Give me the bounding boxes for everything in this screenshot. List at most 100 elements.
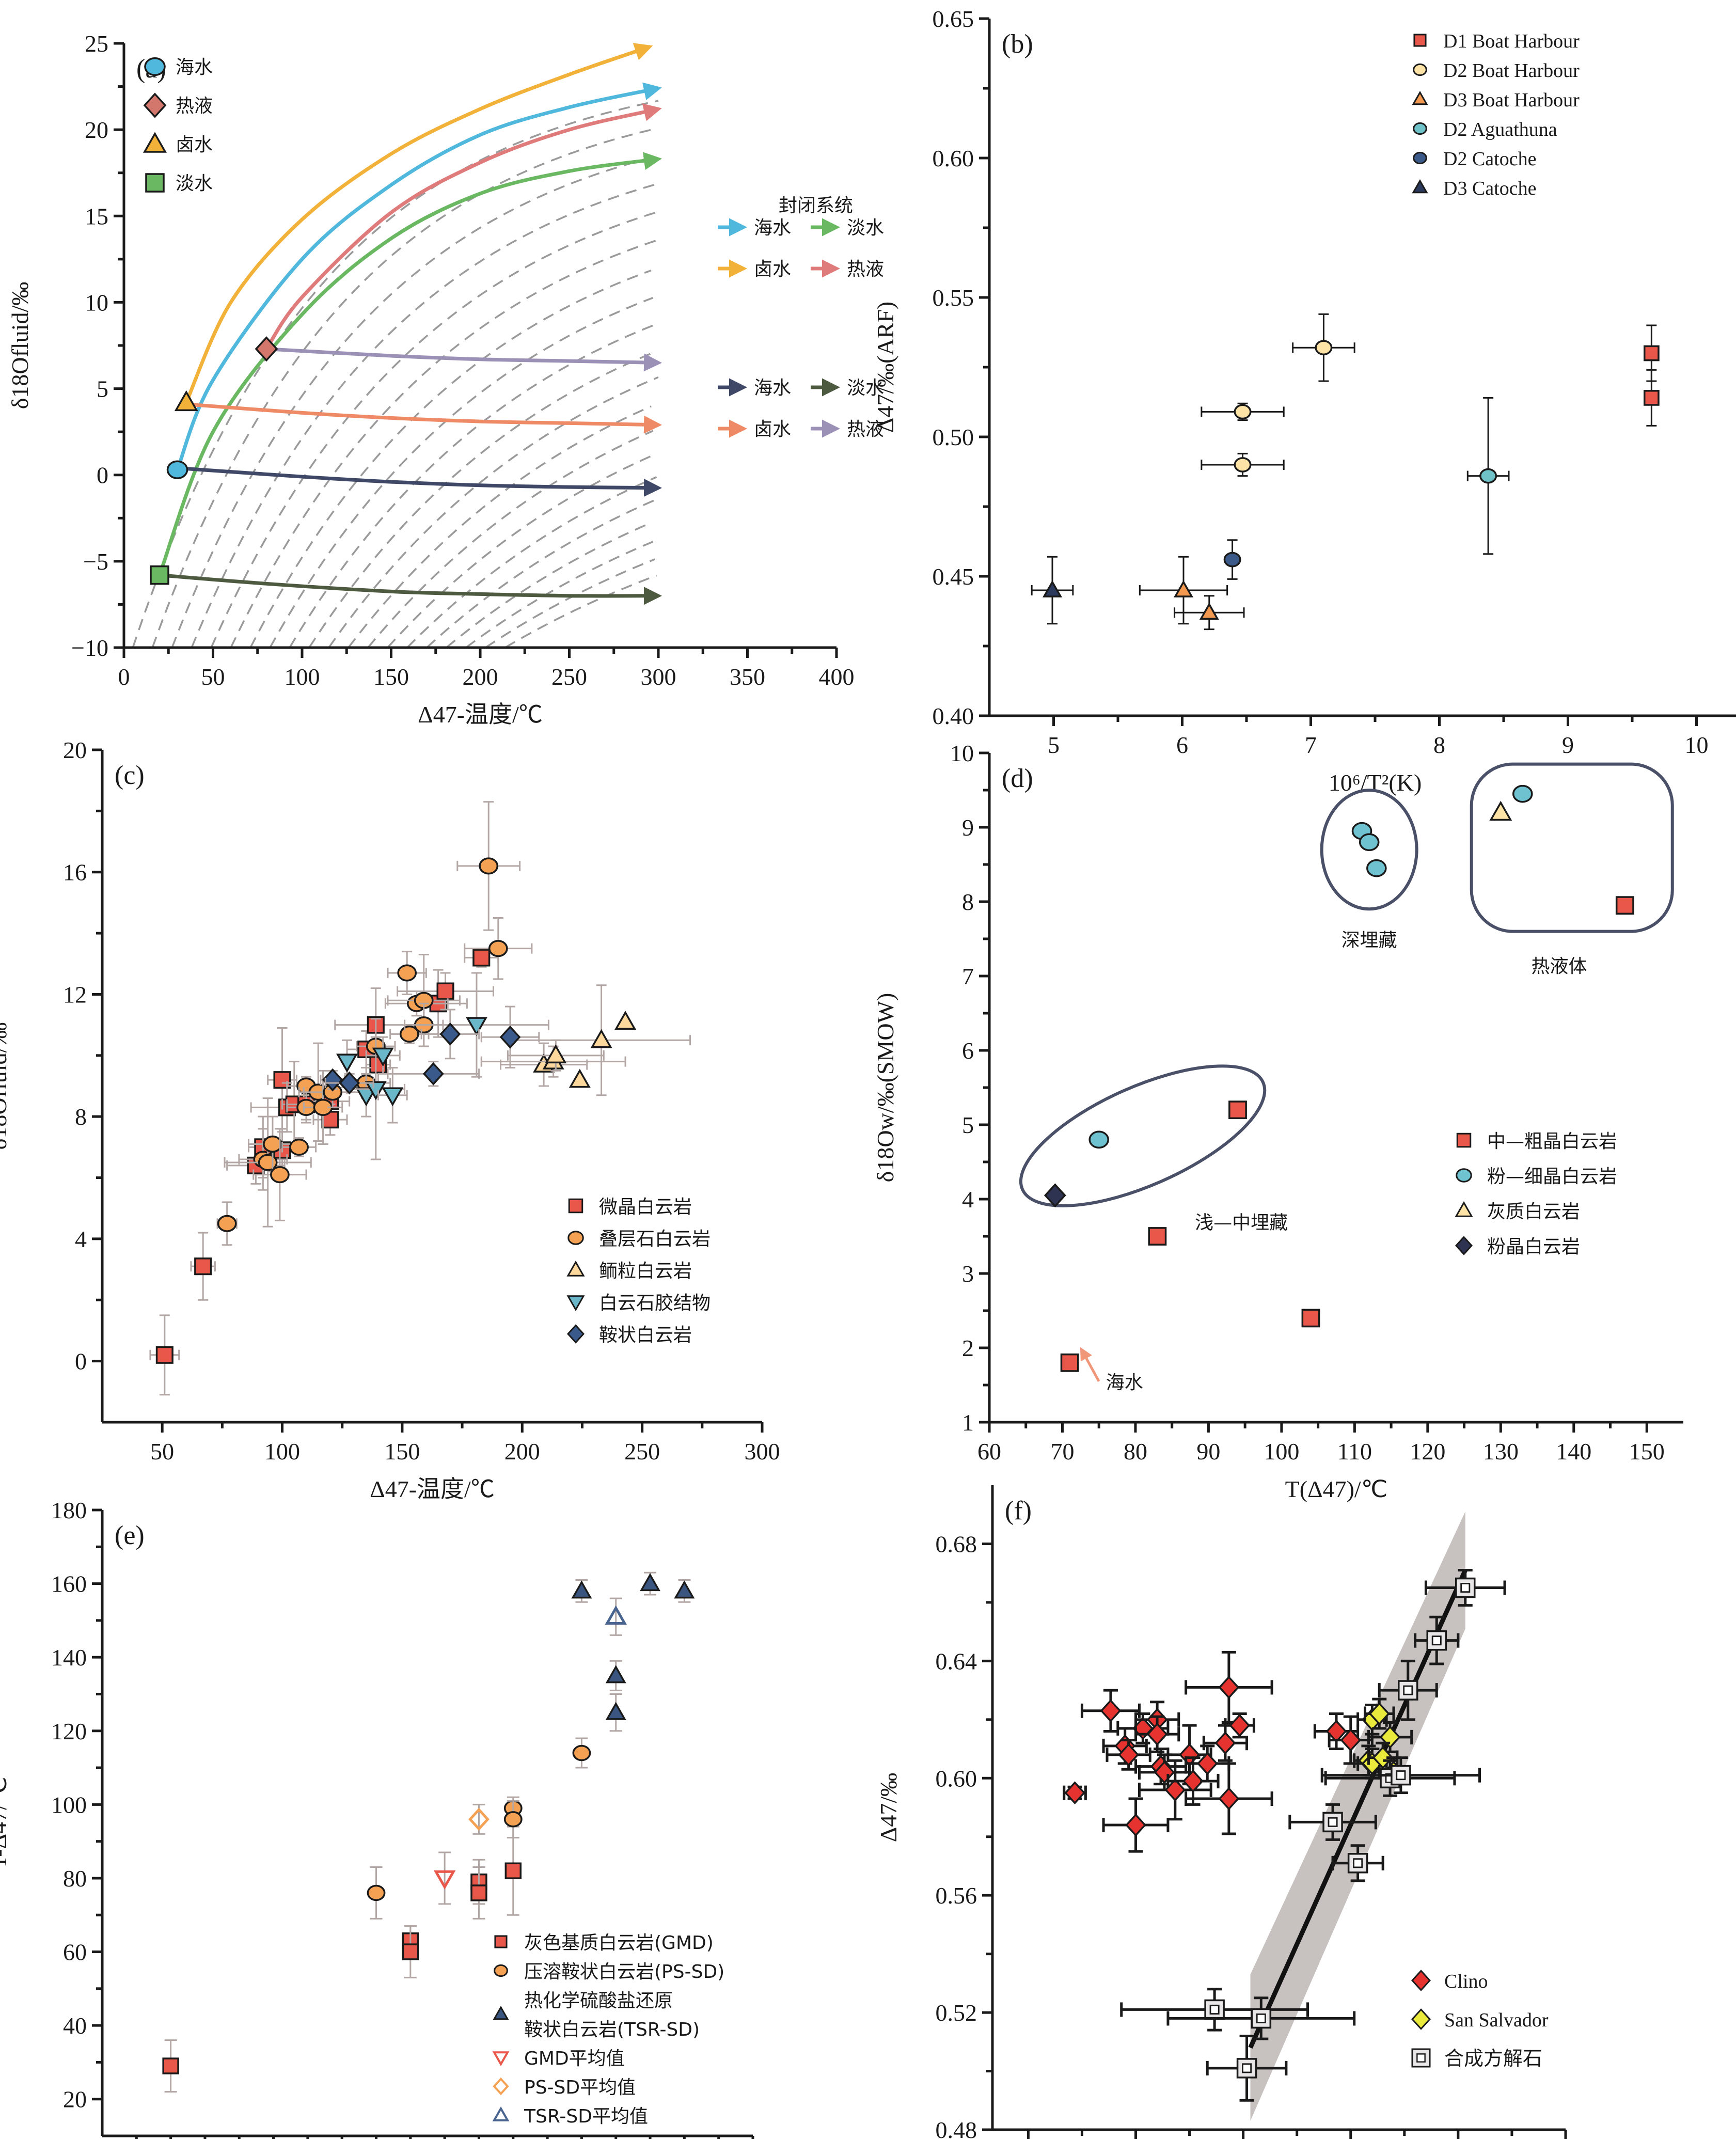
legend-label: D3 Boat Harbour xyxy=(1443,89,1580,111)
marker-inner xyxy=(1416,2053,1426,2063)
y-tick-label: 0.45 xyxy=(933,563,974,590)
equilibrium-isoline xyxy=(485,558,655,648)
y-tick-label: 8 xyxy=(962,889,974,915)
series-line-open-淡水 xyxy=(159,573,662,605)
point-白云石胶结物 xyxy=(382,1087,404,1107)
data-point xyxy=(1080,1689,1141,1733)
point-灰色基质白云岩(GMD) xyxy=(162,2057,179,2074)
series-line-closed-淡水 xyxy=(157,152,662,576)
y-tick-label: 0.60 xyxy=(933,145,974,171)
points xyxy=(149,801,691,1396)
data-point xyxy=(1044,1183,1066,1208)
data-point xyxy=(420,1009,480,1060)
data-point xyxy=(1424,1569,1506,1607)
point-Clino xyxy=(1064,1781,1085,1805)
point-鞍状白云岩 xyxy=(322,1068,343,1092)
point-合成方解石 xyxy=(1347,1853,1368,1874)
x-tick-label: 150 xyxy=(384,1438,420,1465)
point-灰色基质白云岩(GMD) xyxy=(470,1884,487,1901)
data-point xyxy=(480,1005,540,1068)
data-point xyxy=(605,1597,627,1636)
legend-label: 鞍状白云岩 xyxy=(599,1325,692,1346)
axes: −6−4−202468101220406080100120140160180(e… xyxy=(0,1497,754,2139)
point-灰色基质白云岩(GMD) xyxy=(504,1862,522,1879)
point-叠层石白云岩 xyxy=(289,1138,309,1156)
x-tick-label: 250 xyxy=(551,664,587,690)
marker-inner xyxy=(1256,2013,1266,2023)
point-叠层石白云岩 xyxy=(397,964,417,982)
x-axis-title: T(Δ47)/℃ xyxy=(1285,1476,1388,1502)
legend-marker xyxy=(1455,1201,1473,1217)
points xyxy=(162,1571,695,2093)
legend-marker xyxy=(1411,1970,1431,1991)
data-point xyxy=(365,1036,401,1075)
legend-label: 海水 xyxy=(754,378,791,399)
legend: D1 Boat Harbour D2 Boat Harbour D3 Boat Ha… xyxy=(1412,30,1580,199)
data-point xyxy=(507,1039,605,1072)
point-鞍状白云岩 xyxy=(422,1062,444,1086)
point-微晶白云岩 xyxy=(472,949,491,967)
data-point xyxy=(402,1925,419,1978)
legend-marker xyxy=(494,1964,508,1977)
data-point xyxy=(1378,1659,1438,1721)
data-point xyxy=(569,1068,591,1088)
x-tick-label: 120 xyxy=(1410,1438,1445,1465)
point-D3 Boat Harbour xyxy=(1199,602,1219,620)
x-tick-label: 100 xyxy=(1264,1438,1299,1465)
data-point xyxy=(1288,1803,1377,1841)
x-tick-label: 90 xyxy=(1196,1438,1220,1465)
x-tick-label: 110 xyxy=(1337,1438,1372,1465)
x-tick-label: 400 xyxy=(819,664,855,690)
legend-label: 鲕粒白云岩 xyxy=(599,1261,692,1282)
point-鲕粒白云岩 xyxy=(614,1011,637,1030)
legend-marker-卤水 xyxy=(143,132,167,153)
y-tick-label: 5 xyxy=(97,376,108,402)
data-point xyxy=(377,1066,408,1124)
legend-marker xyxy=(493,2005,509,2020)
legend-marker xyxy=(1411,2048,1431,2068)
legend-label: 压溶鞍状白云岩(PS-SD) xyxy=(524,1961,724,1983)
legend-label: 卤水 xyxy=(176,134,213,155)
series-line-open-卤水 xyxy=(186,402,662,434)
point-叠层石白云岩 xyxy=(270,1166,290,1184)
points xyxy=(1044,784,1634,1372)
point-热化学硫酸盐还原鞍状白云岩(TSR-SD) xyxy=(605,1665,626,1684)
data-point xyxy=(149,1314,180,1396)
x-tick-label: 50 xyxy=(150,1438,174,1465)
legend-label: PS-SD平均值 xyxy=(524,2077,636,2098)
equilibrium-isoline xyxy=(406,476,657,648)
point-微晶白云岩 xyxy=(194,1257,212,1276)
y-tick-label: 120 xyxy=(51,1718,87,1744)
legend-marker xyxy=(566,1260,585,1277)
legend-label: 卤水 xyxy=(754,419,791,440)
point-粉晶白云岩 xyxy=(1044,1183,1066,1208)
data-point xyxy=(190,1232,216,1301)
x-tick-label: 50 xyxy=(201,664,225,690)
series-line-open-海水 xyxy=(177,466,662,497)
point-白云石胶结物 xyxy=(336,1053,358,1073)
point-热化学硫酸盐还原鞍状白云岩(TSR-SD) xyxy=(640,1573,661,1592)
point-中—粗晶白云岩 xyxy=(1301,1309,1320,1328)
x-tick-label: 300 xyxy=(745,1438,780,1465)
point-Clino xyxy=(1125,1813,1146,1837)
point-Clino xyxy=(1182,1769,1204,1793)
point-合成方解石 xyxy=(1426,1630,1447,1651)
data-point xyxy=(1185,1650,1273,1724)
annotation-deep-burial: 深埋藏 xyxy=(1342,930,1397,951)
y-tick-label: 180 xyxy=(51,1497,87,1523)
x-tick-label: 6 xyxy=(1176,732,1188,758)
data-point xyxy=(324,1071,374,1095)
point-白云石胶结物 xyxy=(372,1047,394,1067)
data-point xyxy=(355,1073,377,1118)
y-tick-label: 0.56 xyxy=(936,1882,977,1909)
point-叠层石白云岩 xyxy=(488,940,508,957)
equilibrium-isoline xyxy=(504,574,657,648)
point-鞍状白云岩 xyxy=(499,1025,521,1049)
legend-marker-海水 xyxy=(144,57,166,76)
data-point xyxy=(1466,397,1510,555)
y-axis-title: T-Δ47/℃ xyxy=(0,1776,11,1869)
legend: 灰色基质白云岩(GMD) 压溶鞍状白云岩(PS-SD) 热化学硫酸盐还原鞍状白云岩(… xyxy=(492,1932,724,2127)
point-叠层石白云岩 xyxy=(217,1215,237,1232)
marker-inner xyxy=(1328,1817,1338,1827)
point-PS-SD平均值 xyxy=(468,1807,490,1831)
